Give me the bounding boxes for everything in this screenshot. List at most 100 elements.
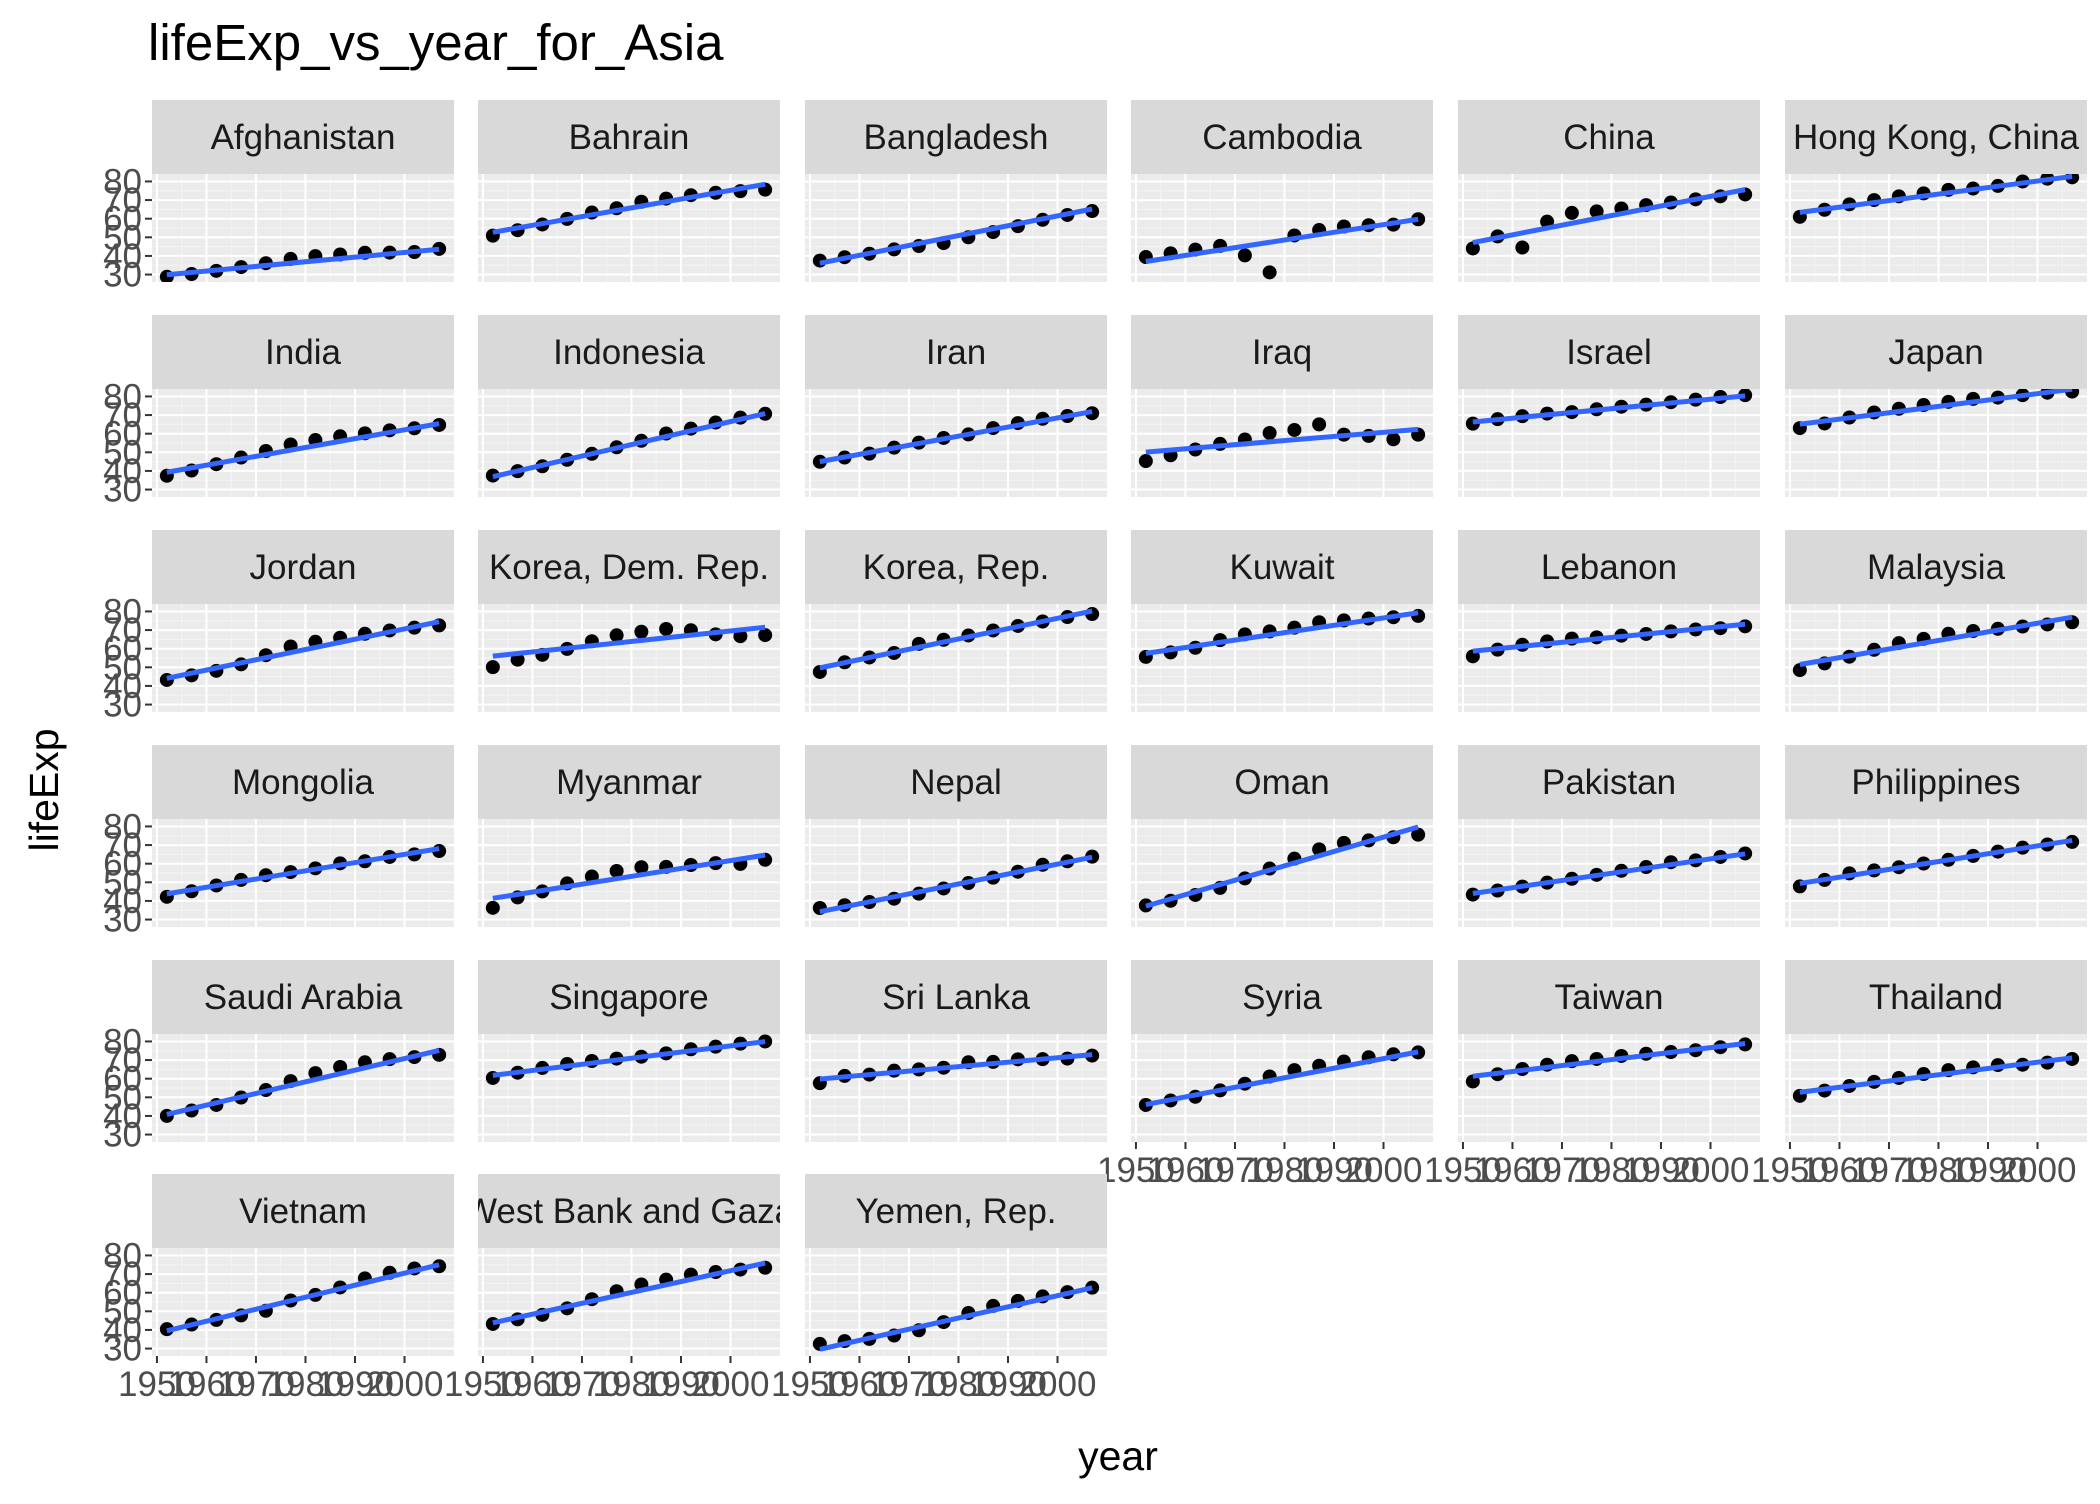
facet-strip-label: Lebanon [1541,548,1677,587]
facet-strip-label: Nepal [910,763,1001,802]
fit-line [492,181,766,235]
fit-line [1145,610,1419,656]
x-tick-label: 1960 [168,1365,246,1404]
y-tick-label: 60 [103,845,142,884]
facet-strip [1785,315,2087,389]
fit-line [1472,1041,1746,1079]
facet-strip [1785,745,2087,819]
x-tick-label: 1960 [1801,1151,1879,1190]
y-tick-label: 60 [103,1274,142,1313]
x-tick-label: 1970 [543,1365,621,1404]
x-tick-label: 1980 [1246,1151,1324,1190]
data-point [485,900,500,915]
facet-strip [805,745,1107,819]
fit-line [492,1039,766,1078]
data-point [1287,422,1302,437]
x-tick-label: 2000 [1999,1151,2077,1190]
facet-strip-label: West Bank and Gaza [464,1192,795,1231]
data-point [1515,240,1530,255]
facet-strip-label: Hong Kong, China [1793,118,2080,157]
y-tick-label: 50 [103,1292,142,1331]
fit-line [819,409,1093,465]
fit-line [1472,851,1746,896]
facet-strip-label: Afghanistan [211,118,396,157]
x-tick-label: 1970 [1196,1151,1274,1190]
facet-strip [1458,530,1760,604]
facet-strip [152,100,454,174]
facet-strip-label: Mongolia [232,763,375,802]
y-tick-label: 50 [103,648,142,687]
facet-strip [152,960,454,1034]
facet-strip-label: Indonesia [553,333,705,372]
facet-strip-label: Pakistan [1542,763,1676,802]
x-tick-label: 1980 [267,1365,345,1404]
y-tick-label: 50 [103,863,142,902]
facet-strip-label: Bahrain [569,118,690,157]
fit-line [1799,174,2073,215]
fit-line [819,608,1093,671]
fit-line [1145,1049,1419,1108]
facet-strip [478,100,780,174]
fit-line [166,421,440,475]
facet-panel: Malaysia [1785,530,2087,712]
y-tick-label: 70 [103,396,142,435]
x-tick-label: 1960 [494,1365,572,1404]
facet-panel: China [1458,100,1760,282]
facet-strip [1131,530,1433,604]
x-tick-label: 1960 [1147,1151,1225,1190]
y-tick-label: 70 [103,1255,142,1294]
facet-panel: Korea, Dem. Rep. [478,530,780,712]
y-tick-label: 30 [103,471,142,510]
x-tick-label: 1980 [593,1365,671,1404]
fit-line [1472,187,1746,245]
y-tick-label: 40 [103,1311,142,1350]
data-point [1564,205,1579,220]
facet-panel: Philippines [1785,745,2087,927]
facet-strip-label: Singapore [549,978,709,1017]
data-point [1262,265,1277,280]
x-tick-label: 1980 [920,1365,998,1404]
fit-line [819,1052,1093,1082]
fit-line [492,411,766,480]
facet-strip-label: Iran [926,333,986,372]
facet-strip-label: China [1563,118,1655,157]
data-point [1738,846,1753,861]
x-tick-label: 2000 [692,1365,770,1404]
facet-strip [1131,100,1433,174]
facet-panel: Cambodia [1131,100,1433,282]
facet-strip [1458,745,1760,819]
fit-line [166,846,440,897]
y-tick-label: 30 [103,1330,142,1369]
facet-panel: Bangladesh [805,100,1107,282]
fit-line [166,1262,440,1334]
data-point [1312,417,1327,432]
facet-strip-label: Taiwan [1555,978,1664,1017]
chart-title: lifeExp_vs_year_for_Asia [148,14,724,71]
data-point [758,628,773,643]
fit-line [492,1260,766,1326]
x-tick-label: 2000 [1019,1365,1097,1404]
facet-panel: Iraq [1131,315,1433,497]
data-point [634,624,649,639]
facet-strip-label: Korea, Rep. [863,548,1050,587]
data-point [1262,425,1277,440]
fit-line [166,1047,440,1117]
x-tick-label: 1990 [316,1365,394,1404]
y-tick-label: 30 [103,901,142,940]
facet-strip [1458,960,1760,1034]
fit-line [1799,389,2073,427]
data-point [609,863,624,878]
x-tick-label: 1960 [821,1365,899,1404]
data-point [1411,827,1426,842]
facet-strip [1131,315,1433,389]
y-tick-label: 70 [103,1041,142,1080]
facet-strip [152,745,454,819]
facet-strip [805,530,1107,604]
facet-strip [478,745,780,819]
y-tick-label: 40 [103,1097,142,1136]
